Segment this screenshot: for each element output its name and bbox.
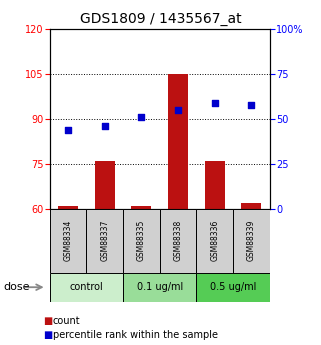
Bar (233, 209, 270, 273)
Bar (196, 209, 233, 273)
Text: GDS1809 / 1435567_at: GDS1809 / 1435567_at (80, 12, 241, 26)
Bar (123, 209, 160, 273)
Bar (160, 209, 196, 273)
Text: ■: ■ (43, 316, 53, 326)
Point (65, 127, 71, 132)
Bar (204, 161, 225, 209)
Text: control: control (70, 282, 103, 292)
Point (249, 102, 254, 107)
Text: ■: ■ (43, 330, 53, 339)
Text: GSM88338: GSM88338 (174, 220, 183, 261)
Point (139, 115, 144, 120)
Point (212, 100, 217, 106)
Text: GSM88339: GSM88339 (247, 220, 256, 261)
Bar (123, 273, 196, 302)
Text: count: count (53, 316, 81, 326)
Bar (50, 209, 86, 273)
Bar (95, 161, 115, 209)
Text: GSM88334: GSM88334 (64, 220, 73, 261)
Text: GSM88336: GSM88336 (210, 220, 219, 261)
Point (176, 107, 181, 113)
Point (102, 124, 107, 129)
Bar (86, 209, 123, 273)
Bar (58, 206, 78, 209)
Bar (196, 273, 270, 302)
Text: percentile rank within the sample: percentile rank within the sample (53, 330, 218, 339)
Text: GSM88335: GSM88335 (137, 220, 146, 261)
Text: 0.5 ug/ml: 0.5 ug/ml (210, 282, 256, 292)
Text: GSM88337: GSM88337 (100, 220, 109, 261)
Bar (168, 74, 188, 209)
Bar (131, 206, 152, 209)
Bar (50, 273, 123, 302)
Text: 0.1 ug/ml: 0.1 ug/ml (136, 282, 183, 292)
Text: dose: dose (3, 282, 30, 292)
Bar (241, 203, 261, 209)
